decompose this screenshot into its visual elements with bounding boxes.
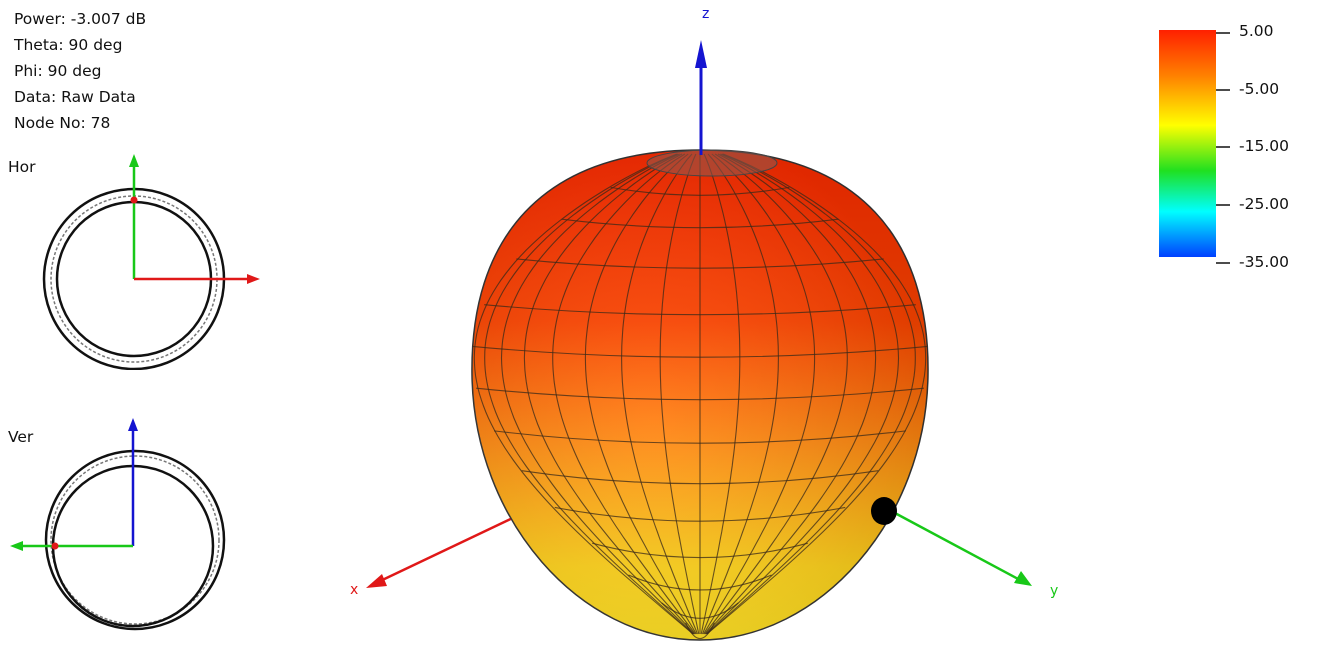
mesh-meridian-line: [552, 153, 696, 635]
selected-node-marker[interactable]: [871, 497, 897, 525]
colorbar-label: -25.00: [1239, 195, 1289, 213]
y-arrow-icon: [1014, 571, 1032, 586]
colorbar-label: 5.00: [1239, 22, 1274, 40]
mesh-meridian-line: [705, 153, 877, 635]
colorbar-label: -5.00: [1239, 80, 1280, 98]
hor-y-arrow-icon: [129, 154, 139, 167]
ver-view-label: Ver: [8, 428, 34, 446]
mesh-meridian-line: [484, 153, 694, 635]
mesh-meridian-line: [706, 153, 916, 635]
theta-readout: Theta: 90 deg: [14, 36, 123, 54]
mesh-meridian-line: [621, 153, 699, 635]
phi-readout: Phi: 90 deg: [14, 62, 102, 80]
ver-y-arrow-icon: [10, 541, 23, 551]
mesh-meridian-line: [523, 153, 695, 635]
mesh-meridian-line: [701, 153, 779, 635]
colorbar: [1159, 30, 1216, 257]
z-arrow-icon: [695, 40, 707, 68]
ver-ring-mid: [50, 455, 220, 625]
mesh-meridian-line: [659, 153, 700, 635]
hor-x-arrow-icon: [247, 274, 260, 284]
z-axis-label: z: [702, 6, 709, 22]
y-axis: [892, 510, 1021, 582]
vertical-view[interactable]: [5, 412, 245, 636]
colorbar-label: -35.00: [1239, 253, 1289, 271]
hor-marker: [130, 196, 138, 204]
pattern-mesh: [472, 153, 928, 640]
data-readout: Data: Raw Data: [14, 88, 136, 106]
ver-z-arrow-icon: [128, 418, 138, 431]
mesh-meridian-line: [584, 153, 697, 635]
ver-ring-outer: [44, 449, 226, 631]
mesh-meridian-line: [473, 153, 694, 635]
mesh-meridian-line: [700, 153, 741, 635]
hor-view-label: Hor: [8, 158, 36, 176]
ver-marker: [51, 542, 59, 550]
mesh-meridian-line: [500, 153, 695, 635]
colorbar-label: -15.00: [1239, 137, 1289, 155]
info-panel: Power: -3.007 dB Theta: 90 deg Phi: 90 d…: [14, 6, 146, 136]
colorbar-ticks: [1216, 32, 1230, 264]
horizontal-view[interactable]: [30, 150, 270, 370]
mesh-meridian-line: [704, 153, 848, 635]
y-axis-label: y: [1050, 583, 1058, 599]
x-axis-label: x: [350, 582, 358, 598]
mesh-meridian-line: [703, 153, 816, 635]
node-readout: Node No: 78: [14, 114, 111, 132]
x-arrow-icon: [366, 574, 387, 588]
mesh-meridian-line: [706, 153, 927, 635]
mesh-meridian-line: [705, 153, 900, 635]
power-readout: Power: -3.007 dB: [14, 10, 147, 28]
pattern-top-cap: [646, 149, 778, 177]
